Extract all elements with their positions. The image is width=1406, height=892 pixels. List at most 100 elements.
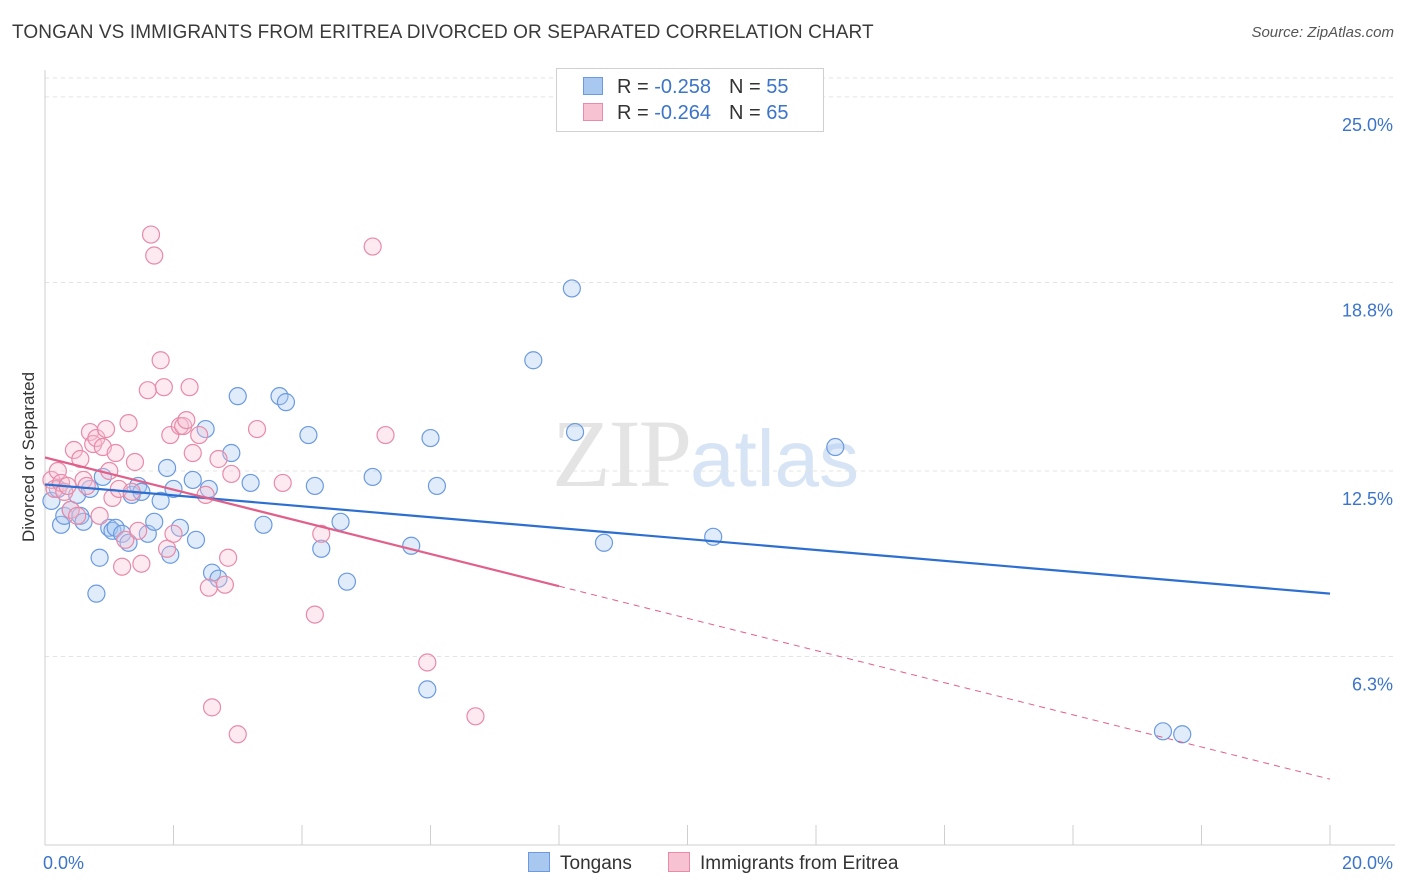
point-eritrea — [138, 381, 157, 400]
point-tongans — [337, 572, 357, 591]
legend-n-label: N = — [728, 76, 761, 98]
point-tongans — [594, 533, 614, 552]
point-eritrea — [48, 461, 67, 481]
x-tick-label-min: 0.0% — [43, 853, 84, 873]
point-eritrea — [125, 452, 145, 472]
bottom-legend-tongans: Tongans — [528, 852, 632, 875]
point-eritrea — [247, 419, 267, 439]
y-axis-title: Divorced or Separated — [19, 372, 38, 542]
watermark-atlas: atlas — [690, 414, 859, 503]
point-eritrea — [154, 378, 173, 397]
point-tongans — [151, 491, 170, 510]
point-tongans — [299, 425, 318, 445]
point-eritrea — [199, 578, 218, 597]
point-eritrea — [151, 351, 170, 370]
legend-row-tongans: R = -0.258 N = 55 — [583, 76, 788, 102]
point-tongans — [254, 515, 273, 534]
legend-r-label: R = — [617, 76, 649, 98]
point-eritrea — [466, 707, 485, 726]
point-eritrea — [116, 530, 135, 549]
point-eritrea — [228, 725, 247, 744]
legend-swatch-tongans — [583, 77, 603, 95]
point-eritrea — [177, 410, 196, 430]
point-tongans — [87, 584, 106, 603]
point-tongans — [1153, 722, 1173, 741]
point-tongans — [363, 467, 382, 487]
axis-labels: 6.3% 12.5% 18.8% 25.0% 0.0% 20.0% Divorced or … — [19, 115, 1393, 873]
point-eritrea — [145, 246, 164, 265]
point-tongans — [565, 422, 585, 442]
point-tongans — [228, 387, 247, 406]
stats-legend: R = -0.258 N = 55 R = -0.264 N = 65 — [556, 68, 824, 132]
point-eritrea — [183, 443, 202, 463]
y-tick-label: 12.5% — [1342, 489, 1393, 509]
legend-n-value: 55 — [766, 76, 789, 98]
point-eritrea — [376, 425, 395, 445]
point-eritrea — [164, 524, 183, 543]
point-eritrea — [305, 605, 324, 624]
point-tongans — [183, 470, 202, 490]
point-tongans — [524, 351, 543, 370]
bottom-legend-swatch-tongans — [528, 852, 550, 872]
legend-n-label: N = — [728, 102, 761, 124]
point-eritrea — [312, 524, 331, 543]
legend-n-value: 65 — [766, 102, 789, 124]
axes — [44, 70, 1395, 846]
point-tongans — [145, 512, 164, 531]
point-eritrea — [273, 473, 292, 493]
point-tongans — [312, 539, 331, 558]
point-tongans — [331, 512, 350, 531]
trend-line-eritrea-extension — [558, 585, 1331, 780]
trend-line-tongans — [44, 483, 1331, 595]
point-eritrea — [64, 440, 84, 460]
point-tongans — [1173, 725, 1192, 744]
bottom-legend-eritrea: Immigrants from Eritrea — [668, 852, 898, 875]
point-eritrea — [209, 449, 228, 469]
point-eritrea — [363, 237, 382, 256]
point-eritrea — [77, 476, 96, 496]
point-tongans — [421, 428, 440, 448]
point-tongans — [186, 530, 206, 549]
legend-r-value: -0.258 — [654, 76, 711, 98]
point-tongans — [157, 458, 177, 478]
point-eritrea — [112, 557, 132, 576]
chart-title: TONGAN VS IMMIGRANTS FROM ERITREA DIVORC… — [12, 22, 874, 43]
legend-row-eritrea: R = -0.264 N = 65 — [583, 102, 788, 128]
trend-lines — [44, 456, 1331, 780]
point-eritrea — [180, 378, 199, 397]
point-eritrea — [141, 225, 161, 244]
bottom-legend-label: Tongans — [560, 853, 632, 874]
point-tongans — [276, 393, 296, 412]
point-eritrea — [157, 539, 177, 558]
point-eritrea — [418, 653, 437, 672]
bottom-legend-label: Immigrants from Eritrea — [700, 853, 899, 874]
point-eritrea — [96, 419, 116, 439]
point-eritrea — [119, 413, 138, 433]
point-eritrea — [68, 506, 87, 525]
source-label: Source: ZipAtlas.com — [1251, 24, 1394, 41]
point-eritrea — [222, 464, 241, 484]
point-eritrea — [129, 521, 148, 540]
point-tongans — [427, 476, 447, 496]
point-tongans — [241, 473, 260, 493]
point-eritrea — [219, 548, 238, 567]
point-eritrea — [190, 425, 209, 445]
point-eritrea — [215, 575, 234, 594]
y-tick-label: 6.3% — [1352, 674, 1393, 694]
watermark: ZIPatlas — [552, 398, 859, 509]
point-tongans — [418, 680, 437, 699]
point-eritrea — [71, 449, 90, 469]
point-eritrea — [132, 554, 151, 573]
point-tongans — [119, 533, 138, 552]
point-tongans — [90, 548, 109, 567]
legend-r-label: R = — [617, 102, 649, 124]
legend-swatch-eritrea — [583, 103, 603, 121]
point-eritrea — [202, 698, 222, 717]
x-tick-label-max: 20.0% — [1342, 853, 1393, 873]
point-tongans — [562, 279, 581, 298]
legend-r-value: -0.264 — [654, 102, 711, 124]
point-eritrea — [196, 485, 215, 505]
point-tongans — [826, 437, 845, 457]
point-eritrea — [106, 443, 125, 463]
